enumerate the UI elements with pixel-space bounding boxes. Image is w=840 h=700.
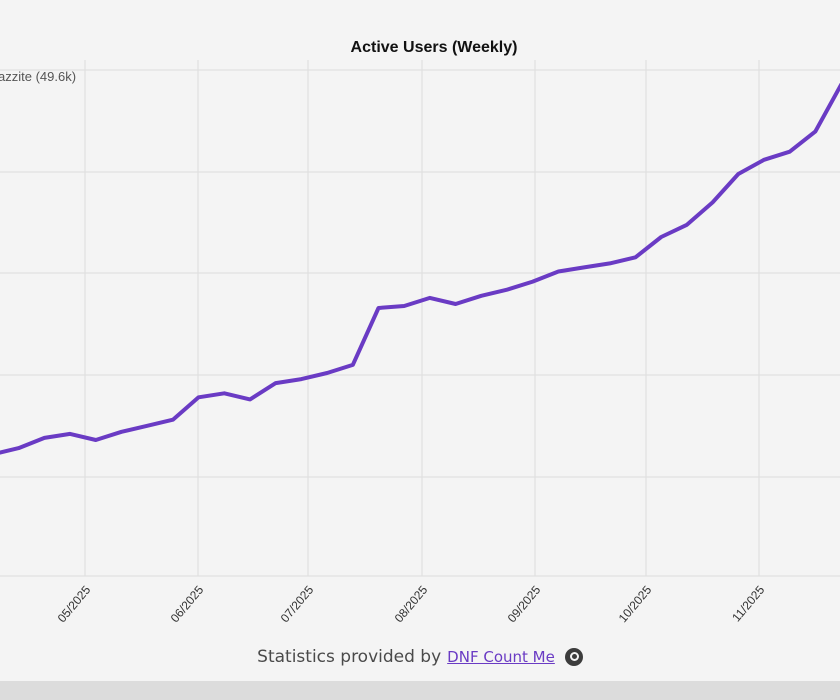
legend-label: azzite (49.6k): [0, 69, 76, 84]
series-line: [0, 83, 840, 455]
data-point: [609, 262, 611, 264]
data-point: [146, 425, 148, 427]
data-point: [789, 151, 791, 153]
data-point: [326, 372, 328, 374]
x-tick-label: 09/2025: [505, 583, 544, 625]
data-point: [557, 271, 559, 272]
data-point: [480, 295, 482, 297]
data-point: [352, 364, 354, 366]
chart: 05/2025 06/2025 07/2025 08/2025 09/2025 10/20…: [0, 39, 840, 625]
chart-svg: 05/2025 06/2025 07/2025 08/2025 09/2025 10/20…: [0, 39, 840, 625]
footer-text: Statistics provided by: [257, 647, 442, 667]
data-point: [763, 159, 765, 161]
data-point: [429, 297, 431, 299]
data-point: [300, 378, 302, 380]
data-point: [635, 256, 636, 258]
data-point: [378, 307, 379, 309]
data-point: [455, 303, 457, 305]
data-point: [249, 398, 251, 400]
dnf-count-me-logo-icon: [564, 648, 583, 666]
x-tick-label: 08/2025: [392, 583, 431, 625]
x-tick-label: 10/2025: [616, 583, 655, 625]
data-point: [506, 289, 508, 291]
data-point: [223, 392, 225, 394]
dnf-count-me-link[interactable]: DNF Count Me: [447, 648, 555, 666]
data-point: [95, 439, 97, 441]
data-point: [275, 382, 277, 384]
data-point: [198, 396, 200, 398]
data-point: [172, 419, 174, 421]
bottom-bar: [0, 681, 840, 700]
data-point: [712, 201, 714, 203]
footer: Statistics provided by DNF Count Me: [0, 640, 840, 674]
data-point: [403, 305, 405, 307]
data-point: [686, 224, 688, 226]
data-point: [43, 437, 45, 439]
data-point: [660, 236, 662, 238]
data-point: [18, 447, 20, 449]
x-tick-label: 07/2025: [278, 583, 317, 625]
data-point: [583, 266, 585, 268]
x-tick-label: 06/2025: [168, 583, 207, 625]
data-point: [121, 431, 122, 433]
data-point: [69, 433, 71, 435]
x-tick-label: 11/2025: [729, 583, 767, 625]
data-point: [814, 130, 816, 132]
data-point: [737, 173, 739, 175]
data-point: [532, 281, 534, 283]
x-tick-label: 05/2025: [55, 583, 94, 625]
chart-title: Active Users (Weekly): [351, 39, 518, 56]
